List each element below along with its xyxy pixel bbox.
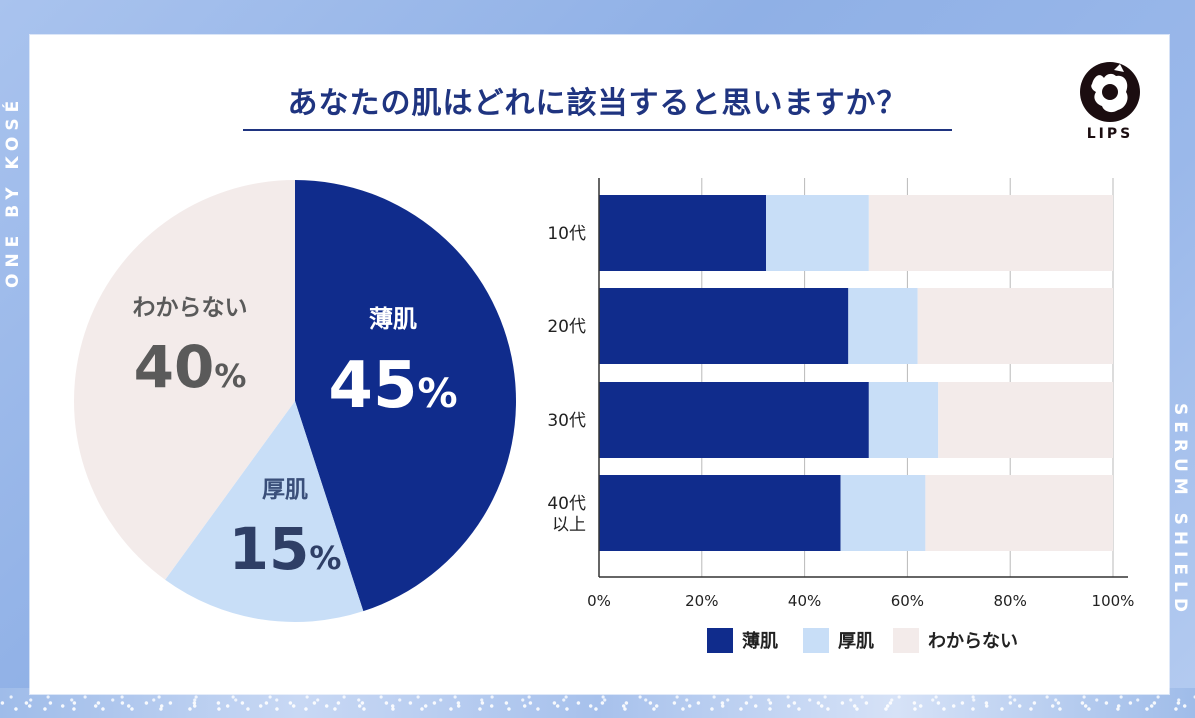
logo-text: LIPS <box>1086 126 1134 142</box>
x-tick-label: 80% <box>994 592 1027 610</box>
pie-value-unit: % <box>309 539 341 577</box>
title-underline <box>243 129 952 131</box>
x-tick-label: 20% <box>685 592 718 610</box>
bar-segment <box>868 382 939 458</box>
category-label-line: 以上 <box>552 515 586 535</box>
bar-segment <box>599 288 849 364</box>
pie-value-number: 45 <box>328 349 417 423</box>
category-label-line: 20代 <box>547 317 586 337</box>
pie-value-number: 40 <box>134 333 215 401</box>
pie-slice-label: 薄肌 <box>369 305 417 333</box>
bar-segment <box>868 195 1113 271</box>
bar-segment <box>599 382 869 458</box>
category-label-line: 40代 <box>547 494 586 514</box>
legend-label: 薄肌 <box>742 631 778 652</box>
pie-value-unit: % <box>417 371 457 417</box>
lips-logo: LIPS <box>1080 62 1140 147</box>
pie-slice-value: 45% <box>328 349 457 423</box>
pie-value-unit: % <box>214 357 246 395</box>
category-label: 10代 <box>547 224 586 244</box>
pie-slice-value: 15% <box>229 515 342 583</box>
bar-segment <box>917 288 1113 364</box>
x-tick-label: 40% <box>788 592 821 610</box>
pie-slice-label: わからない <box>133 295 248 321</box>
pie-slice <box>73 180 296 580</box>
bar-segment <box>766 195 869 271</box>
bar-segment <box>599 195 767 271</box>
bar-segment <box>925 475 1113 551</box>
pie-slice <box>295 180 517 612</box>
legend-swatch <box>893 628 919 653</box>
legend-swatch <box>803 628 829 653</box>
bar-segment <box>938 382 1113 458</box>
page-title: あなたの肌はどれに該当すると思いますか？ <box>287 86 908 121</box>
deer-icon <box>1080 62 1140 122</box>
legend-label: わからない <box>928 631 1018 652</box>
category-label-line: 10代 <box>547 224 586 244</box>
category-label-line: 30代 <box>547 411 586 431</box>
pie-slice-label: 厚肌 <box>262 477 308 503</box>
x-tick-label: 100% <box>1092 592 1135 610</box>
bar-segment <box>840 475 926 551</box>
legend-swatch <box>707 628 733 653</box>
category-label: 40代以上 <box>547 494 586 535</box>
x-tick-label: 60% <box>891 592 924 610</box>
pie-value-number: 15 <box>229 515 310 583</box>
x-tick-label: 0% <box>587 592 611 610</box>
category-label: 30代 <box>547 411 586 431</box>
pie-slice <box>165 401 364 623</box>
pie-slice-value: 40% <box>134 333 247 401</box>
bar-segment <box>848 288 918 364</box>
legend-label: 厚肌 <box>838 631 874 652</box>
category-label: 20代 <box>547 317 586 337</box>
bar-segment <box>599 475 841 551</box>
